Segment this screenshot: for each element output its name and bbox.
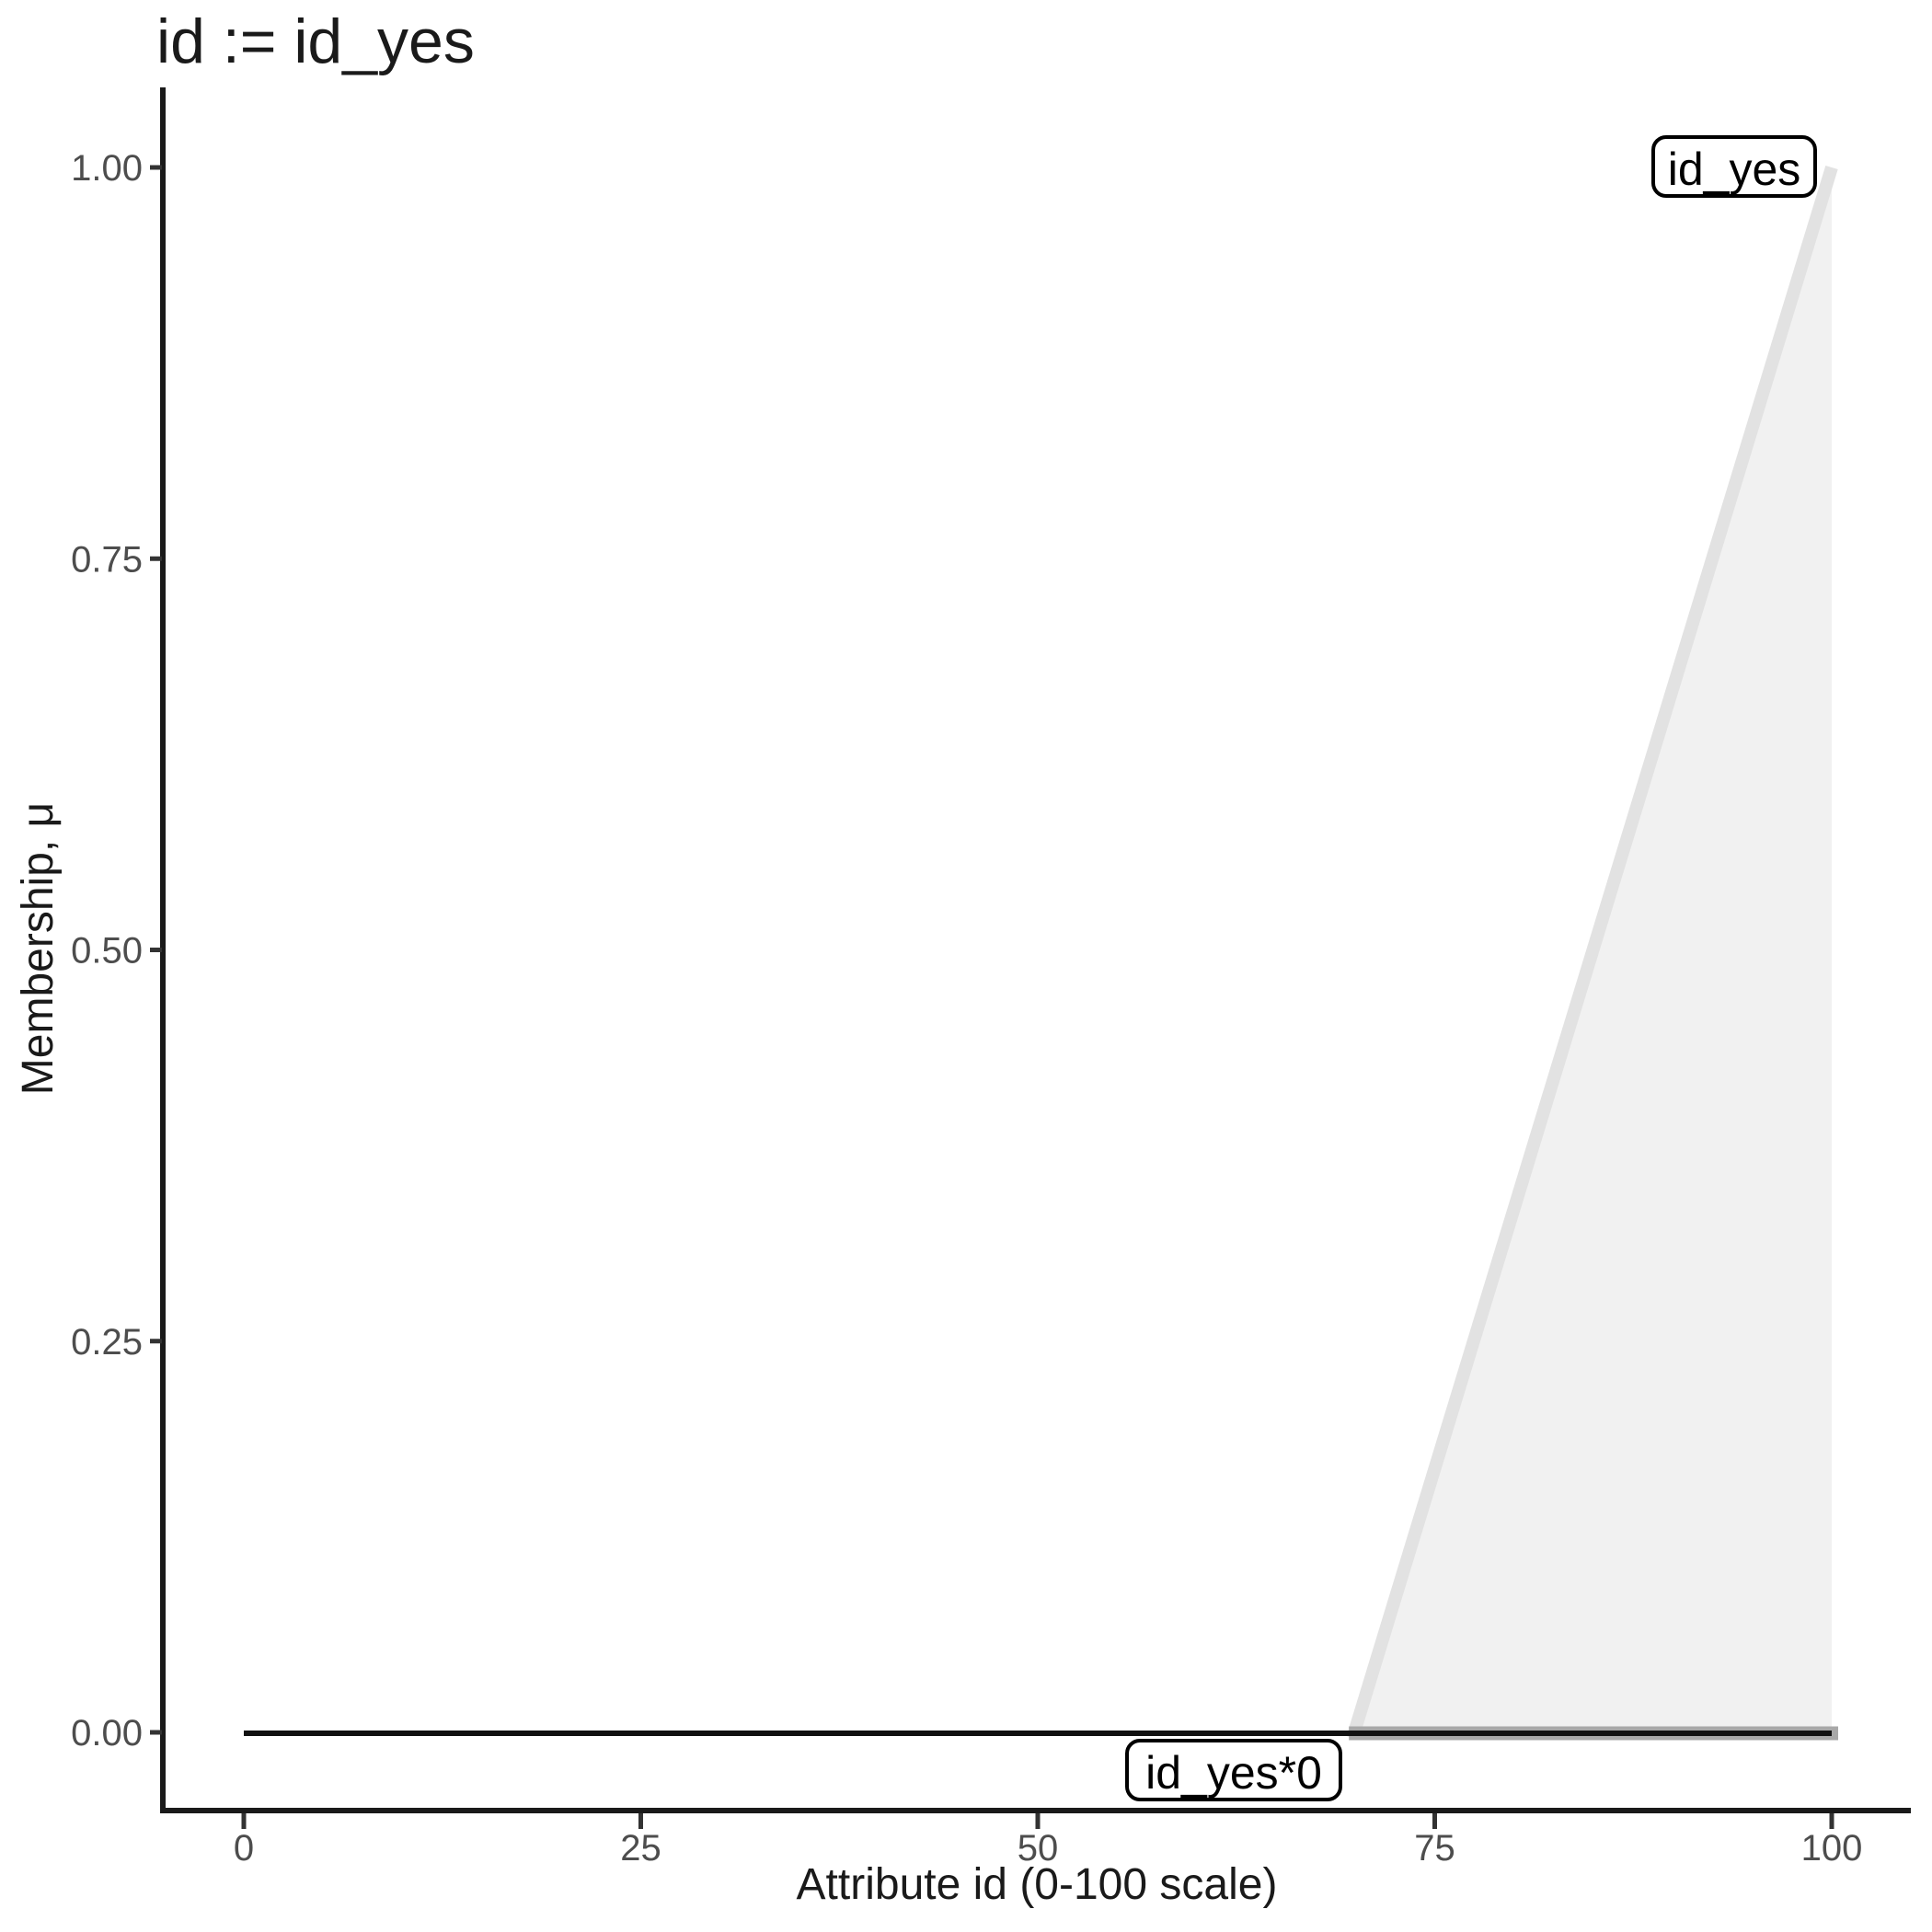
axis-layer: 0.00 0.25 0.50 0.75 1.00 0 25 50 75 100 xyxy=(71,87,1911,1869)
y-tick-label: 0.75 xyxy=(71,539,143,580)
series-label-box-id_yes xyxy=(1651,135,1817,198)
y-axis-ticks: 0.00 0.25 0.50 0.75 1.00 xyxy=(71,148,162,1754)
x-axis-title: Attribute id (0-100 scale) xyxy=(797,1860,1278,1909)
x-tick-label: 75 xyxy=(1414,1828,1455,1869)
x-tick-label: 50 xyxy=(1018,1828,1059,1869)
series-label-text-id_yes: id_yes xyxy=(1668,144,1801,195)
series-label-box-id_yes*0 xyxy=(1125,1739,1342,1801)
y-tick-label: 0.00 xyxy=(71,1713,143,1754)
x-axis-ticks: 0 25 50 75 100 xyxy=(234,1813,1863,1869)
plot-title: id := id_yes xyxy=(156,6,475,76)
series-label-text-id_yes*0: id_yes*0 xyxy=(1145,1747,1322,1799)
y-tick-label: 0.50 xyxy=(71,931,143,972)
x-tick-label: 25 xyxy=(620,1828,661,1869)
y-axis-title: Membership, μ xyxy=(14,802,63,1095)
membership-slope-line-id_yes xyxy=(1346,165,1838,1741)
y-tick-label: 1.00 xyxy=(71,148,143,189)
y-tick-label: 0.25 xyxy=(71,1322,143,1363)
x-tick-label: 100 xyxy=(1801,1828,1863,1869)
series-layer xyxy=(244,165,1838,1741)
annotation-layer: id_yes id_yes*0 xyxy=(1125,135,1817,1801)
x-tick-label: 0 xyxy=(234,1828,254,1869)
